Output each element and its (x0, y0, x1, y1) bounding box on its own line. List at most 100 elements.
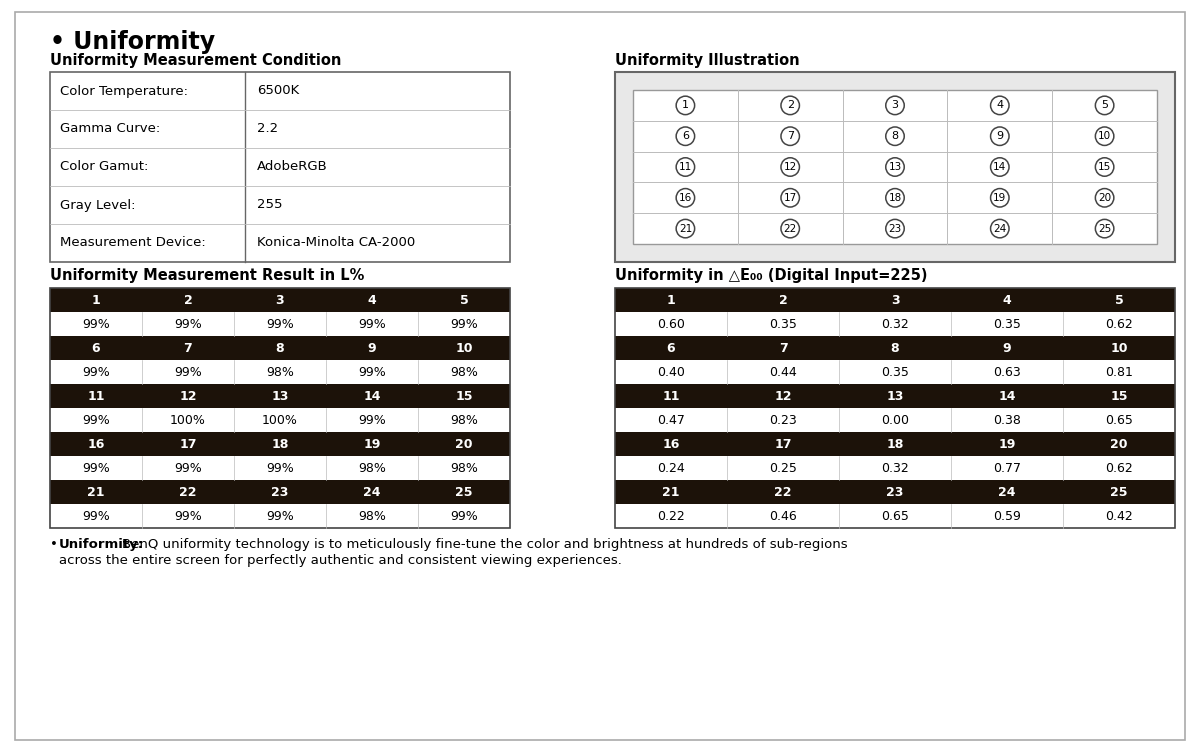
Bar (50, 408, 510, 432)
Text: 11: 11 (662, 390, 679, 402)
Text: 4: 4 (367, 293, 377, 307)
Text: 13: 13 (888, 162, 901, 172)
Circle shape (676, 220, 695, 238)
Text: 14: 14 (994, 162, 1007, 172)
Text: 0.35: 0.35 (881, 365, 908, 378)
Circle shape (1096, 96, 1114, 114)
Text: 4: 4 (996, 101, 1003, 111)
Text: 17: 17 (784, 193, 797, 203)
Circle shape (781, 158, 799, 176)
Text: 99%: 99% (450, 317, 478, 330)
Text: 0.23: 0.23 (769, 414, 797, 426)
Text: Uniformity in △E₀₀ (Digital Input=225): Uniformity in △E₀₀ (Digital Input=225) (616, 268, 928, 283)
Text: 14: 14 (998, 390, 1015, 402)
Text: 0.00: 0.00 (881, 414, 910, 426)
Text: 0.59: 0.59 (994, 510, 1021, 523)
Circle shape (886, 127, 905, 145)
Text: across the entire screen for perfectly authentic and consistent viewing experien: across the entire screen for perfectly a… (59, 554, 622, 567)
Bar (616, 312, 1175, 336)
Text: •: • (50, 538, 62, 551)
Text: Uniformity Measurement Condition: Uniformity Measurement Condition (50, 53, 341, 68)
Bar (50, 312, 510, 336)
Circle shape (990, 220, 1009, 238)
Circle shape (886, 220, 905, 238)
Bar (616, 72, 1175, 262)
Text: 0.46: 0.46 (769, 510, 797, 523)
Circle shape (781, 220, 799, 238)
Text: 11: 11 (679, 162, 692, 172)
Text: Color Temperature:: Color Temperature: (60, 84, 188, 98)
Text: 16: 16 (679, 193, 692, 203)
Circle shape (781, 127, 799, 145)
Text: 99%: 99% (82, 510, 110, 523)
Text: 0.63: 0.63 (994, 365, 1021, 378)
Text: 2.2: 2.2 (257, 123, 278, 135)
Text: 11: 11 (88, 390, 104, 402)
Text: 0.42: 0.42 (1105, 510, 1133, 523)
Text: 0.44: 0.44 (769, 365, 797, 378)
Text: 9: 9 (996, 131, 1003, 141)
Text: Gray Level:: Gray Level: (60, 199, 136, 211)
Bar (50, 288, 510, 312)
Text: 18: 18 (888, 193, 901, 203)
Text: 7: 7 (787, 131, 793, 141)
Text: 23: 23 (271, 486, 289, 499)
Text: 22: 22 (774, 486, 792, 499)
Text: 20: 20 (455, 438, 473, 450)
Text: 19: 19 (364, 438, 380, 450)
Text: 0.38: 0.38 (994, 414, 1021, 426)
Text: 99%: 99% (266, 510, 294, 523)
Circle shape (990, 158, 1009, 176)
Text: 13: 13 (271, 390, 289, 402)
Bar (616, 480, 1175, 504)
Text: 5: 5 (1115, 293, 1123, 307)
Text: 16: 16 (88, 438, 104, 450)
Text: • Uniformity: • Uniformity (50, 30, 215, 54)
Text: 6: 6 (682, 131, 689, 141)
Text: 22: 22 (179, 486, 197, 499)
Circle shape (781, 96, 799, 114)
Text: 99%: 99% (174, 365, 202, 378)
Text: 0.40: 0.40 (658, 365, 685, 378)
Bar (50, 456, 510, 480)
Text: Gamma Curve:: Gamma Curve: (60, 123, 161, 135)
Text: 20: 20 (1110, 438, 1128, 450)
Text: 8: 8 (892, 131, 899, 141)
Text: 99%: 99% (174, 462, 202, 475)
Circle shape (990, 127, 1009, 145)
Text: 99%: 99% (358, 414, 386, 426)
Circle shape (676, 96, 695, 114)
Text: 4: 4 (1003, 293, 1012, 307)
Text: 17: 17 (179, 438, 197, 450)
Text: 24: 24 (364, 486, 380, 499)
Bar (616, 432, 1175, 456)
Circle shape (781, 189, 799, 207)
Text: 10: 10 (1098, 131, 1111, 141)
Text: 0.77: 0.77 (994, 462, 1021, 475)
Text: Uniformity Illustration: Uniformity Illustration (616, 53, 799, 68)
Bar (616, 456, 1175, 480)
Text: 1: 1 (667, 293, 676, 307)
Bar (616, 288, 1175, 528)
Bar (634, 90, 1157, 244)
Text: 0.65: 0.65 (1105, 414, 1133, 426)
Text: 3: 3 (890, 293, 899, 307)
Text: 6: 6 (667, 341, 676, 354)
Text: Color Gamut:: Color Gamut: (60, 160, 149, 174)
Text: 99%: 99% (266, 317, 294, 330)
Bar (50, 480, 510, 504)
Text: 12: 12 (774, 390, 792, 402)
Text: 99%: 99% (82, 462, 110, 475)
Text: 0.24: 0.24 (658, 462, 685, 475)
Text: 2: 2 (184, 293, 192, 307)
Text: 3: 3 (276, 293, 284, 307)
Text: 3: 3 (892, 101, 899, 111)
Text: 7: 7 (184, 341, 192, 354)
Text: 9: 9 (1003, 341, 1012, 354)
Text: 10: 10 (1110, 341, 1128, 354)
Text: 8: 8 (890, 341, 899, 354)
Circle shape (886, 189, 905, 207)
Text: 99%: 99% (358, 317, 386, 330)
Text: 25: 25 (1098, 223, 1111, 234)
Text: 0.81: 0.81 (1105, 365, 1133, 378)
